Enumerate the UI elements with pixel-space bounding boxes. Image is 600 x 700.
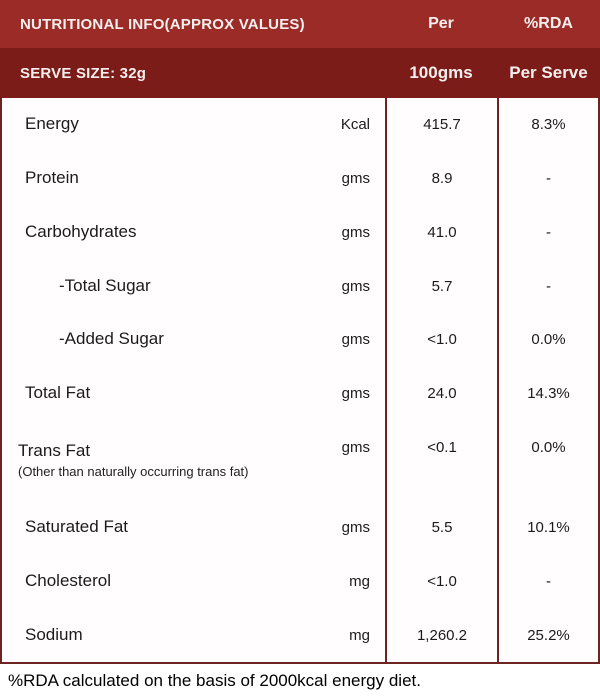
value-rda: -: [546, 223, 551, 241]
nutrient-name: Total Fat: [25, 382, 91, 402]
nutrient-name: -Total Sugar: [59, 275, 151, 295]
table-row: Saturated Fat gms 5.5 10.1%: [2, 500, 598, 555]
table-row: Carbohydrates gms 41.0 -: [2, 205, 598, 260]
nutrition-table-body: Energy Kcal 415.7 8.3% Protein gms 8.9 -…: [0, 98, 600, 664]
nutrient-name: Cholesterol: [25, 571, 111, 590]
header-row-1: NUTRITIONAL INFO(APPROX VALUES) Per %RDA: [0, 0, 600, 48]
nutrient-name: Sodium: [25, 624, 83, 644]
value-per-100g: <0.1: [427, 439, 457, 457]
value-per-100g: 1,260.2: [416, 626, 468, 644]
nutrient-name: Saturated Fat: [25, 517, 129, 537]
table-row: -Total Sugar gms 5.7 -: [2, 259, 598, 313]
value-rda: 0.0%: [531, 439, 566, 457]
nutrient-name: Trans Fat: [18, 441, 91, 461]
table-row: Cholesterol mg <1.0 -: [2, 554, 598, 609]
value-per-100g: <1.0: [427, 572, 457, 590]
header-col-100gms: 100gms: [409, 63, 473, 82]
value-per-100g: 41.0: [427, 223, 457, 241]
nutrient-unit: gms: [341, 439, 370, 457]
table-row: Trans Fat (Other than naturally occurrin…: [2, 420, 598, 501]
table-header: NUTRITIONAL INFO(APPROX VALUES) Per %RDA…: [0, 0, 600, 98]
table-row: Sodium mg 1,260.2 25.2%: [2, 608, 598, 663]
rda-footnote: %RDA calculated on the basis of 2000kcal…: [8, 671, 421, 690]
header-col-per-serve: Per Serve: [509, 63, 588, 82]
nutrient-unit: gms: [341, 223, 370, 241]
nutrient-name: Protein: [25, 168, 79, 188]
value-per-100g: <1.0: [427, 331, 457, 349]
value-rda: 14.3%: [527, 384, 570, 402]
value-per-100g: 8.9: [431, 170, 453, 188]
value-per-100g: 5.5: [431, 519, 453, 537]
nutrient-unit: gms: [341, 384, 370, 402]
nutrient-unit: gms: [341, 170, 370, 188]
value-rda: 25.2%: [527, 626, 570, 644]
nutrient-unit: mg: [349, 626, 370, 644]
header-title: NUTRITIONAL INFO(APPROX VALUES): [20, 15, 305, 33]
table-row: -Added Sugar gms <1.0 0.0%: [2, 312, 598, 367]
header-col-per: Per: [428, 15, 454, 32]
table-footer: %RDA calculated on the basis of 2000kcal…: [0, 664, 600, 698]
nutrient-name: Energy: [25, 114, 79, 134]
value-rda: 8.3%: [531, 116, 566, 134]
value-rda: -: [546, 572, 551, 590]
value-rda: -: [546, 170, 551, 188]
value-per-100g: 415.7: [423, 116, 461, 134]
nutrient-name: -Added Sugar: [59, 329, 164, 349]
value-rda: 10.1%: [527, 519, 570, 537]
value-rda: -: [546, 277, 551, 295]
table-row: Protein gms 8.9 -: [2, 151, 598, 206]
nutrient-note: (Other than naturally occurring trans fa…: [18, 463, 249, 479]
nutrient-unit: gms: [341, 277, 370, 295]
table-row: Total Fat gms 24.0 14.3%: [2, 366, 598, 421]
table-row: Energy Kcal 415.7 8.3%: [2, 98, 598, 152]
nutrient-unit: gms: [341, 519, 370, 537]
header-row-2: SERVE SIZE: 32g 100gms Per Serve: [0, 48, 600, 98]
serve-size-label: SERVE SIZE: 32g: [20, 64, 147, 82]
nutrient-name: Carbohydrates: [25, 221, 137, 241]
nutrient-unit: mg: [349, 572, 370, 590]
value-per-100g: 5.7: [431, 277, 453, 295]
value-rda: 0.0%: [531, 331, 566, 349]
value-per-100g: 24.0: [427, 384, 457, 402]
nutrient-unit: Kcal: [340, 116, 370, 134]
nutrient-unit: gms: [341, 331, 370, 349]
header-col-rda: %RDA: [524, 15, 573, 32]
